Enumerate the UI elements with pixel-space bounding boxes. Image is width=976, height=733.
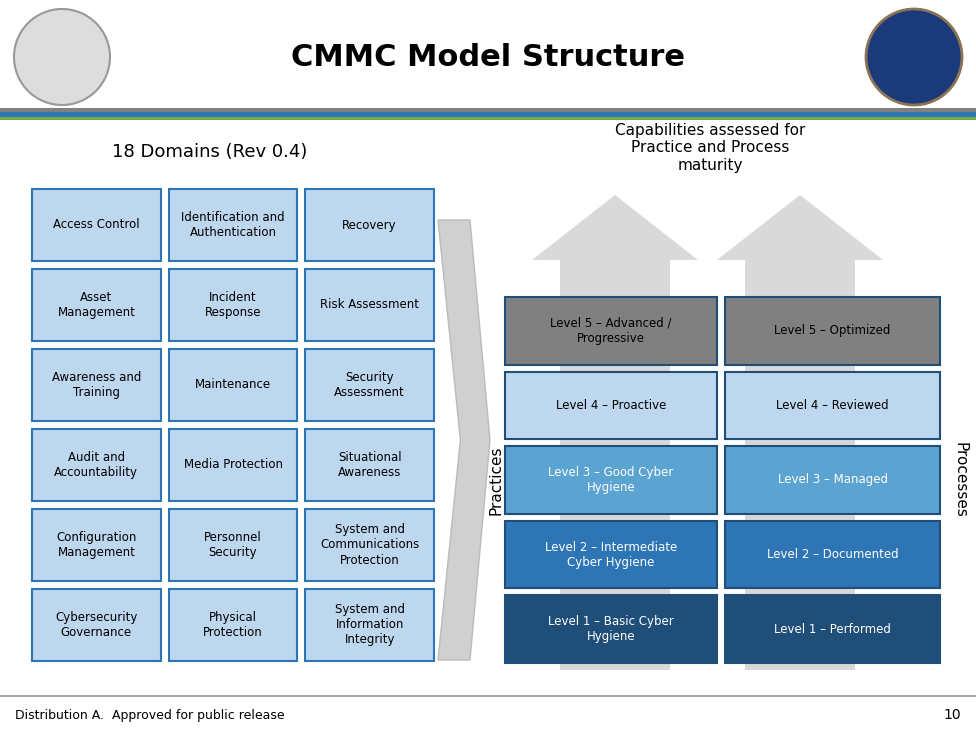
Bar [0, 695, 976, 697]
Text: Recovery: Recovery [343, 218, 397, 232]
Text: Maintenance: Maintenance [195, 378, 271, 391]
Text: Level 5 – Advanced /
Progressive: Level 5 – Advanced / Progressive [550, 317, 671, 345]
Bar [0, 117, 976, 120]
Bar [505, 595, 717, 663]
Bar [169, 349, 298, 421]
Bar [32, 589, 161, 661]
Text: Level 4 – Proactive: Level 4 – Proactive [555, 399, 667, 412]
Bar [305, 269, 434, 341]
Circle shape [14, 9, 110, 105]
Circle shape [866, 9, 962, 105]
Text: Physical
Protection: Physical Protection [203, 611, 263, 639]
Bar [0, 112, 976, 117]
Text: Practices: Practices [489, 445, 504, 515]
Text: Level 1 – Basic Cyber
Hygiene: Level 1 – Basic Cyber Hygiene [549, 615, 673, 643]
Text: Personnel
Security: Personnel Security [204, 531, 262, 559]
Bar [305, 189, 434, 261]
Text: Asset
Management: Asset Management [58, 291, 136, 319]
Text: Level 2 – Intermediate
Cyber Hygiene: Level 2 – Intermediate Cyber Hygiene [545, 541, 677, 569]
Text: 18 Domains (Rev 0.4): 18 Domains (Rev 0.4) [112, 143, 307, 161]
Text: Level 1 – Performed: Level 1 – Performed [774, 623, 891, 636]
Text: Level 3 – Good Cyber
Hygiene: Level 3 – Good Cyber Hygiene [549, 466, 673, 494]
Bar [0, 0, 976, 110]
Bar [169, 269, 298, 341]
Bar [32, 189, 161, 261]
Text: Level 5 – Optimized: Level 5 – Optimized [774, 324, 891, 337]
Text: System and
Information
Integrity: System and Information Integrity [335, 603, 405, 647]
Text: Audit and
Accountability: Audit and Accountability [55, 451, 139, 479]
Polygon shape [532, 195, 698, 670]
Bar [32, 269, 161, 341]
Text: Level 2 – Documented: Level 2 – Documented [767, 548, 898, 561]
Text: Access Control: Access Control [53, 218, 140, 232]
Bar [725, 446, 940, 514]
Bar [169, 429, 298, 501]
Bar [305, 509, 434, 581]
Text: 10: 10 [944, 708, 961, 722]
Text: CMMC Model Structure: CMMC Model Structure [291, 43, 685, 73]
Bar [32, 429, 161, 501]
Bar [32, 509, 161, 581]
Polygon shape [717, 195, 883, 670]
Text: Situational
Awareness: Situational Awareness [338, 451, 401, 479]
Text: Security
Assessment: Security Assessment [335, 371, 405, 399]
Text: Distribution A.  Approved for public release: Distribution A. Approved for public rele… [15, 709, 285, 721]
Bar [305, 429, 434, 501]
Text: Media Protection: Media Protection [183, 459, 282, 471]
Bar [169, 189, 298, 261]
Bar [32, 349, 161, 421]
Bar [725, 521, 940, 589]
Text: Cybersecurity
Governance: Cybersecurity Governance [56, 611, 138, 639]
Text: Risk Assessment: Risk Assessment [320, 298, 419, 312]
Text: Identification and
Authentication: Identification and Authentication [182, 211, 285, 239]
Text: Level 3 – Managed: Level 3 – Managed [778, 474, 887, 487]
Text: Awareness and
Training: Awareness and Training [52, 371, 141, 399]
Bar [725, 595, 940, 663]
Text: Incident
Response: Incident Response [205, 291, 262, 319]
Bar [0, 108, 976, 112]
Text: Capabilities assessed for
Practice and Process
maturity: Capabilities assessed for Practice and P… [615, 123, 805, 173]
Polygon shape [438, 220, 490, 660]
Bar [169, 589, 298, 661]
Text: System and
Communications
Protection: System and Communications Protection [320, 523, 420, 567]
Text: Level 4 – Reviewed: Level 4 – Reviewed [776, 399, 889, 412]
Bar [505, 297, 717, 364]
Text: Configuration
Management: Configuration Management [57, 531, 137, 559]
Text: Processes: Processes [953, 442, 967, 518]
Bar [505, 446, 717, 514]
Bar [725, 297, 940, 364]
Bar [305, 349, 434, 421]
Bar [305, 589, 434, 661]
Bar [505, 372, 717, 439]
Bar [169, 509, 298, 581]
Bar [725, 372, 940, 439]
Bar [505, 521, 717, 589]
